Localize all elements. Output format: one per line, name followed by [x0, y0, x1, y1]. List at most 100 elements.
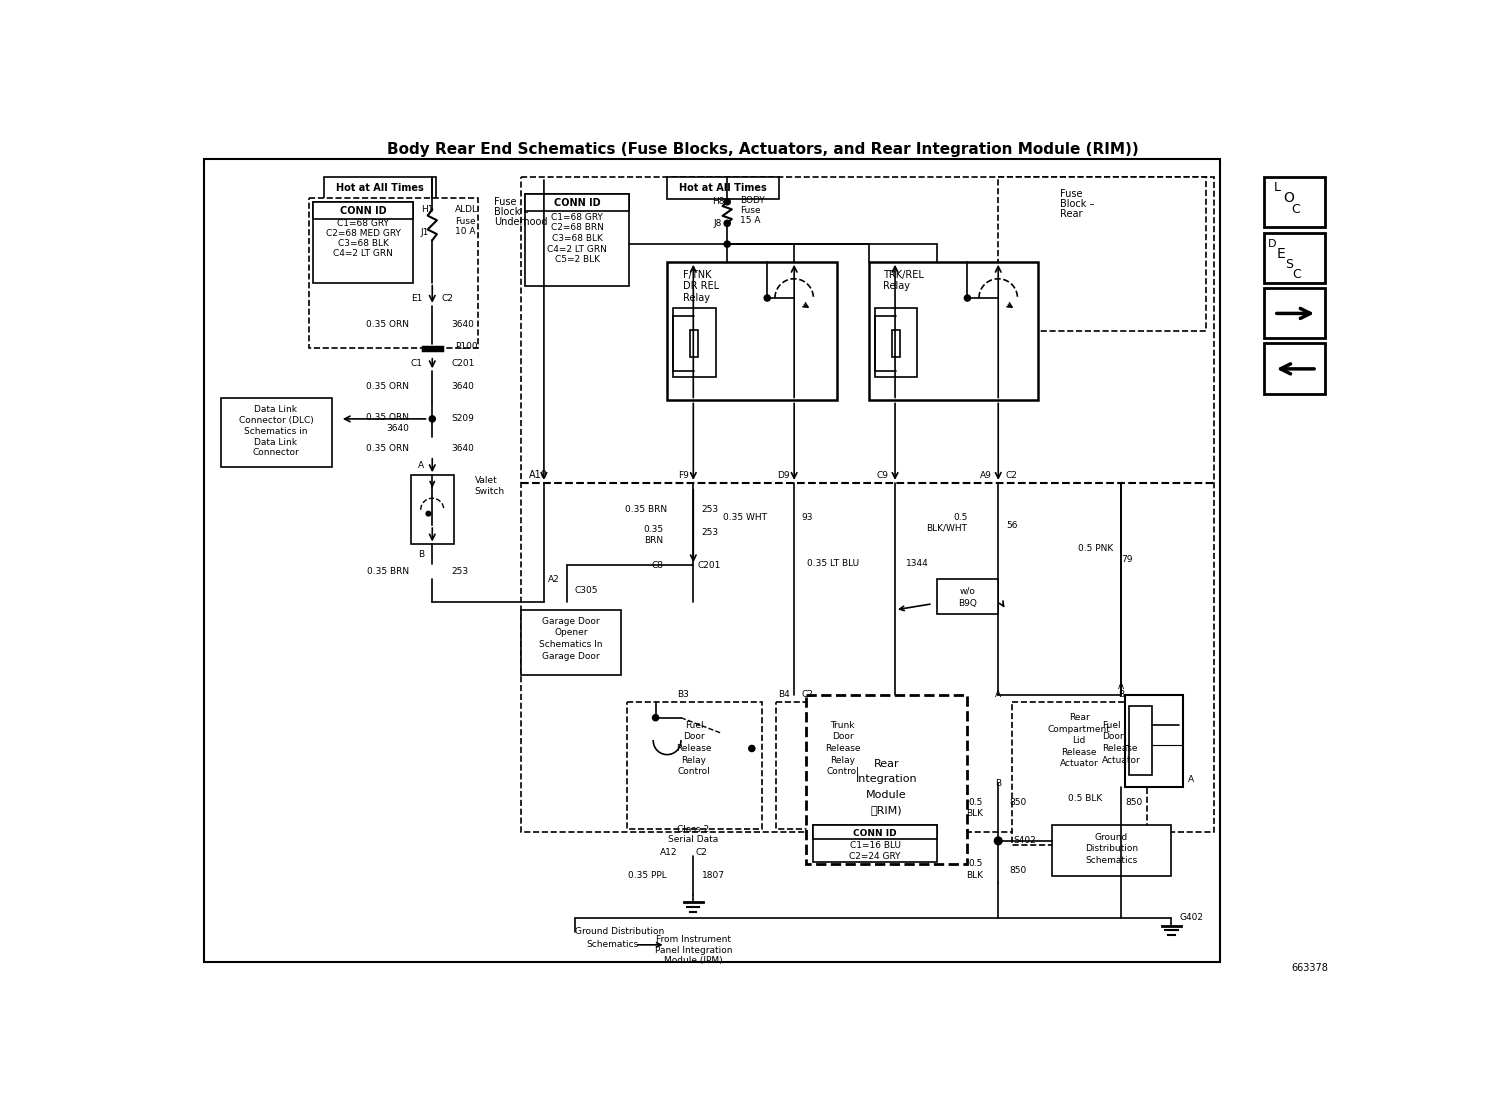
Bar	[891, 330, 900, 358]
Text: 56: 56	[1006, 521, 1018, 530]
Bar	[1263, 343, 1326, 393]
Text: C9: C9	[876, 470, 888, 479]
Circle shape	[748, 745, 754, 752]
Text: C3=68 BLK: C3=68 BLK	[338, 238, 388, 248]
Text: 3640: 3640	[451, 444, 475, 453]
Text: F9: F9	[679, 470, 689, 479]
Bar	[521, 177, 1214, 831]
Text: 663378: 663378	[1292, 963, 1329, 973]
Bar	[814, 826, 936, 839]
Bar	[312, 202, 414, 283]
Text: Hot at All Times: Hot at All Times	[679, 183, 766, 193]
Text: A: A	[418, 460, 424, 469]
Text: A9: A9	[981, 470, 992, 479]
Bar	[312, 202, 414, 219]
Text: C2=68 MED GRY: C2=68 MED GRY	[326, 229, 400, 237]
Text: B3: B3	[677, 690, 689, 699]
Text: J8: J8	[714, 219, 722, 227]
Text: A: A	[995, 690, 1001, 699]
Text: A10: A10	[528, 470, 548, 480]
Text: F/TNK: F/TNK	[683, 270, 711, 280]
Text: L: L	[1274, 181, 1281, 194]
Text: H8: H8	[711, 198, 725, 206]
Text: C201: C201	[698, 561, 722, 570]
Text: Rear: Rear	[1068, 713, 1089, 722]
Text: Panel Integration: Panel Integration	[655, 946, 732, 955]
Text: Connector: Connector	[253, 448, 299, 457]
Text: BLK/WHT: BLK/WHT	[927, 523, 967, 533]
Text: Connector (DLC): Connector (DLC)	[238, 416, 314, 425]
Text: C2: C2	[1006, 470, 1018, 479]
Bar	[673, 308, 716, 378]
Text: Distribution: Distribution	[1085, 845, 1138, 853]
Bar	[777, 702, 911, 829]
Text: 0.5: 0.5	[967, 798, 982, 807]
Text: Lid: Lid	[1073, 736, 1086, 745]
Text: Actuator: Actuator	[1059, 760, 1098, 768]
Text: Module: Module	[866, 789, 906, 799]
Text: G402: G402	[1178, 913, 1204, 922]
Bar	[1125, 694, 1183, 787]
Text: 0.35 LT BLU: 0.35 LT BLU	[808, 560, 860, 569]
Text: 0.35 ORN: 0.35 ORN	[366, 413, 409, 422]
Text: Valet: Valet	[475, 476, 497, 485]
Circle shape	[426, 511, 430, 516]
Text: D9: D9	[777, 470, 790, 479]
Text: BODY: BODY	[740, 195, 765, 204]
Bar	[220, 399, 332, 467]
Text: C8: C8	[652, 561, 664, 570]
Text: ALDL: ALDL	[455, 205, 478, 214]
Text: （RIM): （RIM)	[870, 805, 902, 815]
Text: 0.5 PNK: 0.5 PNK	[1079, 544, 1113, 553]
Text: C1=68 GRY: C1=68 GRY	[338, 219, 388, 227]
Circle shape	[994, 837, 1001, 845]
Text: 10 A: 10 A	[455, 226, 476, 235]
Circle shape	[765, 295, 771, 301]
Bar	[324, 177, 436, 199]
Text: Ground Distribution: Ground Distribution	[574, 927, 664, 936]
Text: J1: J1	[421, 229, 429, 237]
Text: C1=68 GRY: C1=68 GRY	[551, 213, 603, 222]
Text: 1807: 1807	[702, 871, 725, 880]
Circle shape	[429, 416, 436, 422]
Circle shape	[725, 199, 731, 205]
Circle shape	[725, 221, 731, 226]
Bar	[936, 580, 998, 614]
Bar	[525, 194, 629, 286]
Text: A: A	[1119, 682, 1125, 691]
Text: Underhood: Underhood	[494, 216, 548, 226]
Text: Hot at All Times: Hot at All Times	[336, 183, 424, 193]
Text: Fuel: Fuel	[684, 721, 704, 730]
Bar	[667, 177, 778, 199]
Bar	[626, 702, 762, 829]
Text: 850: 850	[1125, 798, 1143, 807]
Text: TRK/REL: TRK/REL	[882, 270, 924, 280]
Text: Fuel: Fuel	[1103, 721, 1120, 730]
Text: Fuse: Fuse	[740, 205, 760, 215]
Text: Relay: Relay	[882, 282, 909, 291]
Text: 15 A: 15 A	[740, 215, 760, 225]
Text: CONN ID: CONN ID	[339, 206, 387, 216]
Text: Module (IPM): Module (IPM)	[664, 956, 723, 966]
Text: Relay: Relay	[683, 293, 710, 302]
Text: 0.35: 0.35	[643, 524, 664, 533]
Text: Actuator: Actuator	[1103, 755, 1141, 765]
Bar	[1052, 826, 1171, 875]
Text: C1: C1	[411, 359, 423, 368]
Text: 0.35 ORN: 0.35 ORN	[366, 320, 409, 329]
Text: Serial Data: Serial Data	[668, 835, 719, 843]
Bar	[1263, 233, 1326, 283]
Bar	[667, 262, 836, 401]
Text: Release: Release	[677, 744, 711, 753]
Text: 0.5: 0.5	[952, 513, 967, 522]
Text: Block –: Block –	[1059, 199, 1094, 209]
Text: Control: Control	[826, 767, 859, 776]
Bar	[998, 177, 1207, 331]
Text: BRN: BRN	[644, 537, 664, 545]
Text: 3640: 3640	[451, 320, 475, 329]
Bar	[412, 475, 454, 544]
Circle shape	[964, 295, 970, 301]
Text: C2=24 GRY: C2=24 GRY	[850, 852, 900, 861]
Text: C3=68 BLK: C3=68 BLK	[552, 234, 603, 243]
Bar	[204, 159, 1220, 962]
